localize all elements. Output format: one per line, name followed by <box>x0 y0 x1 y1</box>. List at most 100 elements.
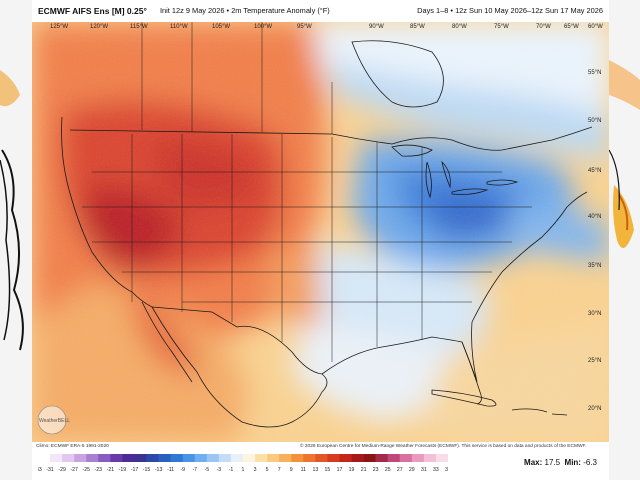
color-scale-tick-label: -3 <box>217 467 222 473</box>
max-label: Max: <box>524 458 543 467</box>
lat-label: 30°N <box>588 311 601 317</box>
copyright-note: © 2026 European Centre for Medium-Range … <box>300 444 587 449</box>
left-neighbor-map-fragment <box>0 70 24 351</box>
model-title: ECMWF AIFS Ens [M] 0.25° <box>38 6 147 16</box>
lon-label: 85°W <box>410 24 425 30</box>
color-scale-tick-label: 33 <box>433 467 439 473</box>
color-scale-tick-label: 23 <box>373 467 379 473</box>
lon-label: 100°W <box>254 24 272 30</box>
lon-label: 110°W <box>170 24 188 30</box>
init-field-label: Init 12z 9 May 2026 • 2m Temperature Ano… <box>160 6 330 15</box>
color-scale-swatch <box>327 454 340 462</box>
color-scale-tick-label: 3 <box>254 467 257 473</box>
color-scale-tick-label: -15 <box>143 467 151 473</box>
min-label: Min: <box>564 458 581 467</box>
color-scale-swatch <box>423 454 437 462</box>
color-scale-swatch <box>291 454 304 462</box>
color-scale-swatch <box>74 454 87 462</box>
right-neighbor-map-fragment <box>609 60 640 248</box>
color-scale-tick-label: 11 <box>301 467 306 473</box>
color-scale-tick-label: -17 <box>131 467 139 473</box>
left-side-panel <box>0 0 32 480</box>
max-min-readout: Max: 17.5 Min: -6.3 <box>524 458 597 467</box>
color-scale-swatch <box>387 454 401 462</box>
color-scale-swatch <box>38 454 51 462</box>
lon-label: 65°W <box>564 24 579 30</box>
noise-texture <box>32 22 609 442</box>
color-scale-swatch <box>399 454 413 462</box>
color-scale-tick-label: 19 <box>349 467 355 473</box>
lon-label: 115°W <box>130 24 148 30</box>
color-scale-swatch <box>110 454 123 462</box>
color-scale-tick-label: 25 <box>385 467 391 473</box>
color-scale-swatch <box>339 454 352 462</box>
color-scale-tick-label: 1 <box>242 467 245 473</box>
color-scale-tick-label: 13 <box>312 467 318 473</box>
color-scale-swatch <box>230 454 244 462</box>
lat-label: 50°N <box>588 118 601 124</box>
color-scale-tick-label: -27 <box>70 467 78 473</box>
lon-label: 95°W <box>297 24 312 30</box>
color-scale-swatch <box>50 454 63 462</box>
color-scale-legend: -33 -3 1 -29 -27 -25 -23 -21 -1 9 -17 -15 -13 -11 -9 -7… <box>38 454 448 473</box>
color-scale-swatch <box>86 454 99 462</box>
weatherbell-logo: WeatherBELL <box>37 405 70 435</box>
climo-note: Climo: ECMWF ERA-5 1991-2020 <box>36 444 109 449</box>
color-scale-tick-label: -25 <box>82 467 90 473</box>
lat-label: 25°N <box>588 358 601 364</box>
lon-label: 60°W <box>588 24 603 30</box>
boundaries <box>61 22 593 428</box>
color-scale-swatch <box>158 454 171 462</box>
lat-label: 20°N <box>588 406 601 412</box>
color-scale-swatch <box>303 454 316 462</box>
min-value: -6.3 <box>583 458 597 467</box>
color-scale-swatch <box>206 454 220 462</box>
color-scale-swatch <box>134 454 147 462</box>
color-scale-swatch <box>170 454 184 462</box>
color-scale-tick-label: 9 <box>290 467 293 473</box>
lat-label: 40°N <box>588 214 601 220</box>
map-header: ECMWF AIFS Ens [M] 0.25° Init 12z 9 May … <box>32 0 609 22</box>
color-scale-tick-label: -13 <box>155 467 163 473</box>
color-scale-tick-label: -21 <box>107 467 115 473</box>
color-scale-tick-label: 15 <box>325 467 331 473</box>
color-scale-tick-label: -29 <box>58 467 66 473</box>
color-scale-tick-label: 31 <box>421 467 427 473</box>
color-scale-swatch <box>122 454 135 462</box>
lat-label: 35°N <box>588 263 601 269</box>
color-scale-swatch <box>411 454 425 462</box>
color-scale-tick-label: -33 <box>38 467 42 473</box>
color-scale-swatch <box>363 454 376 462</box>
color-scale-swatch <box>255 454 268 462</box>
color-scale-tick-label: -7 <box>192 467 197 473</box>
map-frame: ECMWF AIFS Ens [M] 0.25° Init 12z 9 May … <box>32 0 609 480</box>
lon-label: 70°W <box>536 24 551 30</box>
temperature-anomaly-map: 125°W 120°W 115°W 110°W 105°W 100°W 95°W… <box>32 22 609 442</box>
color-scale-swatch <box>267 454 280 462</box>
lon-label: 90°W <box>369 24 384 30</box>
lon-label: 125°W <box>50 24 68 30</box>
valid-period-label: Days 1–8 • 12z Sun 10 May 2026–12z Sun 1… <box>417 6 603 15</box>
color-scale-swatch <box>62 454 75 462</box>
color-scale-swatch <box>315 454 328 462</box>
watermark-text: WeatherBELL <box>39 418 70 424</box>
lon-label: 105°W <box>212 24 230 30</box>
longitude-labels: 125°W 120°W 115°W 110°W 105°W 100°W 95°W… <box>50 24 603 30</box>
color-scale-swatch <box>279 454 292 462</box>
right-side-panel <box>609 0 640 480</box>
color-scale-tick-label: -9 <box>180 467 185 473</box>
latitude-labels: 55°N 50°N 45°N 40°N 35°N 30°N 25°N 20°N <box>588 70 601 412</box>
color-scale-swatch <box>146 454 159 462</box>
color-scale-tick-label: -23 <box>95 467 103 473</box>
color-scale-swatch <box>243 454 256 462</box>
color-scale-swatch <box>351 454 364 462</box>
color-scale-tick-label: -1 <box>229 467 234 473</box>
color-scale-swatch <box>435 454 448 462</box>
color-scale-swatch <box>98 454 111 462</box>
lon-label: 80°W <box>452 24 467 30</box>
lat-label: 45°N <box>588 168 601 174</box>
color-scale-tick-label: 7 <box>278 467 281 473</box>
color-scale-tick-label: 17 <box>337 467 343 473</box>
color-scale-tick-label: -11 <box>167 467 174 473</box>
color-scale-tick-label: 29 <box>409 467 415 473</box>
